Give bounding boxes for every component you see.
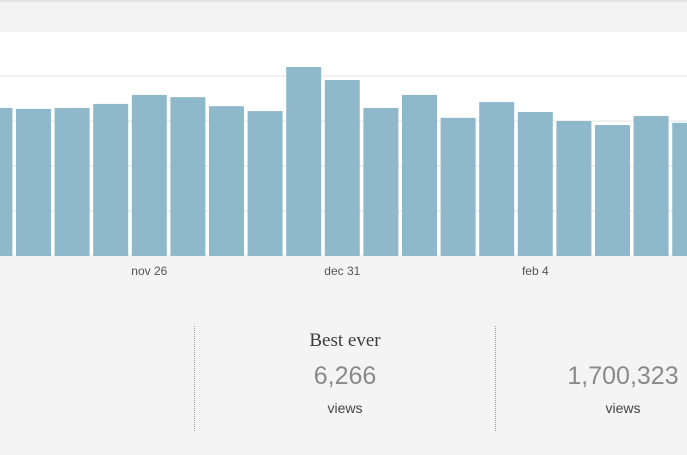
bar [209, 106, 244, 256]
stat-unit: views [605, 400, 641, 416]
bar [170, 97, 206, 256]
stat-title-space [496, 326, 687, 356]
top-bar [0, 0, 687, 30]
stat-value: 1,700,323 [567, 362, 679, 390]
bar [440, 117, 476, 256]
bar [363, 107, 399, 256]
separator [495, 326, 496, 431]
bar [556, 121, 592, 256]
stat-value: 6,266 [313, 362, 377, 390]
bar [16, 108, 51, 256]
bar [517, 112, 553, 256]
stat-best: Best ever 6,266 views [195, 326, 495, 420]
bar [0, 107, 13, 256]
x-tick-label: dec 31 [324, 264, 361, 278]
bar [672, 122, 687, 256]
stats-panel: Best ever 6,266 views 1,700,323 views no… [0, 256, 687, 455]
bar [93, 103, 129, 256]
bar [54, 107, 90, 256]
bar [286, 67, 322, 256]
bar [479, 102, 515, 256]
stat-unit: views [327, 400, 363, 416]
x-tick-label: feb 4 [521, 264, 549, 278]
separator [194, 326, 195, 431]
chart [0, 32, 687, 256]
bar [324, 80, 360, 256]
stat-title: Best ever [309, 330, 381, 351]
bar [247, 111, 283, 256]
stat-total: 1,700,323 views [496, 326, 687, 420]
bar [131, 94, 167, 256]
bar [595, 125, 630, 256]
x-tick-label: nov 26 [131, 264, 168, 278]
bar [633, 116, 669, 256]
bar [402, 94, 437, 256]
